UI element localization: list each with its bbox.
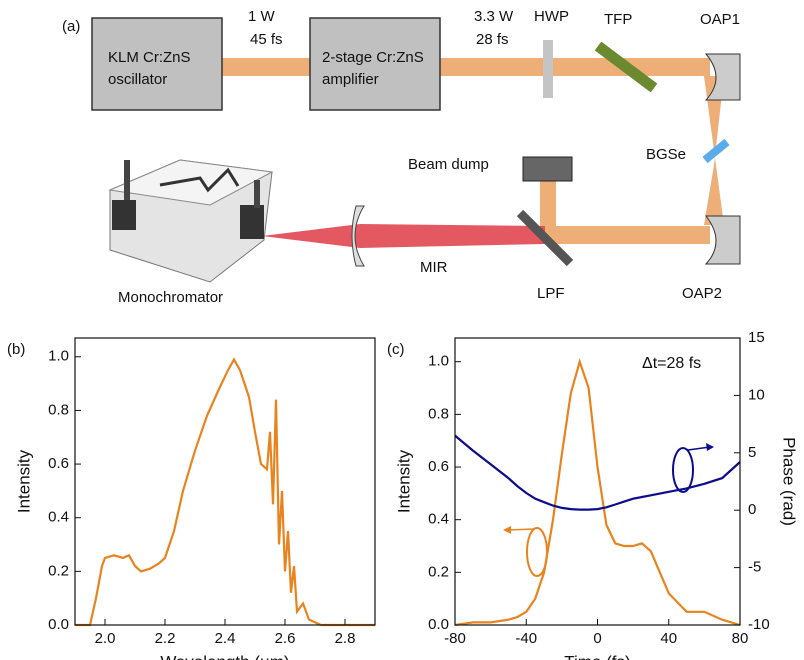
y2-axis-title: Phase (rad) <box>780 437 799 526</box>
y-tick-label: 0.2 <box>428 563 449 580</box>
beam <box>222 58 310 76</box>
beam <box>540 226 710 244</box>
x-tick-label: -40 <box>515 630 537 647</box>
x-tick-label: 2.6 <box>275 630 296 647</box>
amplifier-text: 2-stage Cr:ZnS <box>322 49 424 66</box>
y-tick-label: 0.8 <box>428 405 449 422</box>
monochromator-logo <box>159 167 240 193</box>
mir-beam <box>262 224 545 248</box>
axis-arrow <box>503 526 511 534</box>
beam-dump <box>522 156 573 182</box>
lpf <box>516 209 574 267</box>
optic-label: TFP <box>604 11 632 28</box>
y-tick-label: 0.4 <box>48 509 69 526</box>
data-line <box>454 434 741 511</box>
y2-tick-label: 15 <box>748 329 765 346</box>
beam <box>440 58 710 76</box>
y-tick-label: 0.0 <box>48 616 69 633</box>
y-tick-label: 0.6 <box>48 455 69 472</box>
instrument-label: Monochromator <box>118 289 223 306</box>
post <box>254 180 260 208</box>
panel-label: (c) <box>387 341 405 358</box>
data-line <box>75 357 375 627</box>
optic-label: OAP2 <box>682 285 722 302</box>
y-tick-label: 1.0 <box>428 353 449 370</box>
y-tick-label: 0.2 <box>48 562 69 579</box>
axis-arrow <box>687 446 711 451</box>
optic-label: OAP1 <box>700 11 740 28</box>
oscillator-text: KLM Cr:ZnS <box>108 49 191 66</box>
panel-label: (b) <box>7 341 25 358</box>
output-text: 3.3 W <box>474 8 514 25</box>
oap1 <box>704 53 741 101</box>
x-tick-label: 2.2 <box>155 630 176 647</box>
axis-arrow <box>507 528 535 531</box>
oscillator-text: oscillator <box>108 71 167 88</box>
port <box>240 205 264 239</box>
y2-tick-label: -5 <box>748 559 761 576</box>
setup-diagram: (a) KLM Cr:ZnS oscillator 2-stage Cr:ZnS… <box>62 8 741 306</box>
y-tick-label: 0.0 <box>428 616 449 633</box>
oscillator-box <box>91 17 223 111</box>
x-tick-label: 2.8 <box>335 630 356 647</box>
x-tick-label: 0 <box>593 630 601 647</box>
output-text: 45 fs <box>250 31 283 48</box>
axis-marker <box>672 447 694 493</box>
y2-tick-label: 5 <box>748 444 756 461</box>
axis-arrow <box>706 443 714 451</box>
plot-frame <box>454 337 741 626</box>
optic-label: BGSe <box>646 146 686 163</box>
y2-tick-label: -10 <box>748 616 770 633</box>
y2-tick-label: 0 <box>748 501 756 518</box>
lens <box>351 205 365 267</box>
optic-label: LPF <box>537 285 565 302</box>
beam <box>540 180 556 235</box>
plot-frame <box>74 337 376 626</box>
bgse <box>702 138 730 164</box>
optic-label: Beam dump <box>408 156 489 173</box>
x-axis-title: Time (fs) <box>564 652 630 660</box>
x-tick-label: 80 <box>732 630 749 647</box>
y-tick-label: 0.6 <box>428 458 449 475</box>
amplifier-text: amplifier <box>322 71 379 88</box>
amplifier-box <box>309 17 441 111</box>
y-axis-title: Intensity <box>394 449 413 513</box>
x-tick-label: -80 <box>444 630 466 647</box>
y-axis-title: Intensity <box>14 449 33 513</box>
x-tick-label: 40 <box>660 630 677 647</box>
monochromator-top <box>108 159 274 206</box>
optic-label: HWP <box>534 8 569 25</box>
oap2 <box>704 215 741 265</box>
y2-tick-label: 10 <box>748 386 765 403</box>
data-line <box>454 357 741 627</box>
post <box>124 160 130 200</box>
port <box>112 200 136 230</box>
y-tick-label: 1.0 <box>48 348 69 365</box>
annotation: Δt=28 fs <box>642 355 701 372</box>
x-tick-label: 2.0 <box>95 630 116 647</box>
y-tick-label: 0.8 <box>48 401 69 418</box>
y-tick-label: 0.4 <box>428 511 449 528</box>
x-axis-title: Wavelength (µm) <box>160 652 289 660</box>
panel-label: (a) <box>62 18 80 35</box>
hwp <box>543 40 553 98</box>
output-text: 28 fs <box>476 31 509 48</box>
tfp <box>594 41 658 93</box>
optic-label: MIR <box>420 259 448 276</box>
output-text: 1 W <box>248 8 276 25</box>
x-tick-label: 2.4 <box>215 630 236 647</box>
